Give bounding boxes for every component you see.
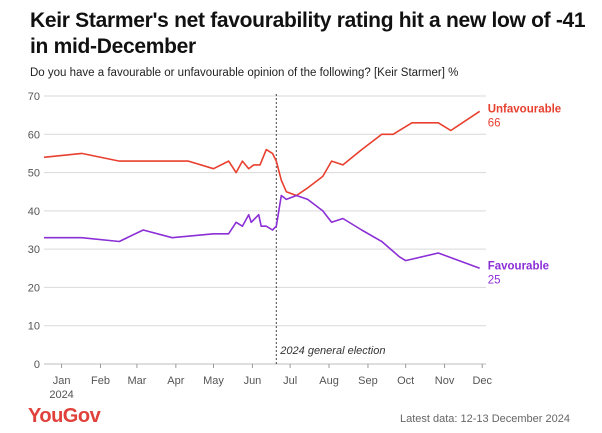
- x-tick-label: May: [203, 375, 224, 387]
- latest-data-note: Latest data: 12-13 December 2024: [399, 413, 570, 425]
- y-tick-label: 70: [28, 91, 40, 103]
- election-annotation: 2024 general election: [279, 345, 385, 357]
- y-tick-label: 60: [28, 129, 40, 141]
- x-tick-label: Mar: [127, 375, 146, 387]
- series-name-label: Unfavourable: [488, 103, 561, 115]
- series-end-value-label: 66: [488, 117, 501, 129]
- x-tick-label: Jul: [283, 375, 297, 387]
- x-tick-label: Dec: [472, 375, 492, 387]
- x-tick-label: Feb: [91, 375, 110, 387]
- x-tick-label: Jan: [53, 375, 71, 387]
- x-tick-label: Oct: [397, 375, 414, 387]
- x-tick-label: Aug: [319, 375, 339, 387]
- y-tick-label: 50: [28, 168, 40, 180]
- x-tick-label: Nov: [435, 375, 455, 387]
- x-tick-sublabel: 2024: [49, 389, 73, 401]
- x-tick-label: Jun: [244, 375, 262, 387]
- x-tick-label: Apr: [167, 375, 184, 387]
- x-tick-label: Sep: [358, 375, 378, 387]
- y-tick-label: 0: [34, 359, 40, 371]
- y-tick-label: 20: [28, 282, 40, 294]
- y-tick-label: 30: [28, 244, 40, 256]
- chart-subtitle: Do you have a favourable or unfavourable…: [30, 67, 459, 79]
- series-end-value-label: 25: [488, 274, 501, 286]
- series-line-unfavourable: [43, 110, 481, 197]
- series-line-favourable: [44, 194, 480, 270]
- series-name-label: Favourable: [488, 260, 549, 272]
- y-tick-label: 40: [28, 206, 40, 218]
- yougov-logo: YouGov: [28, 405, 101, 427]
- chart-title: Keir Starmer's net favourability rating …: [30, 9, 586, 58]
- y-tick-label: 10: [28, 321, 40, 333]
